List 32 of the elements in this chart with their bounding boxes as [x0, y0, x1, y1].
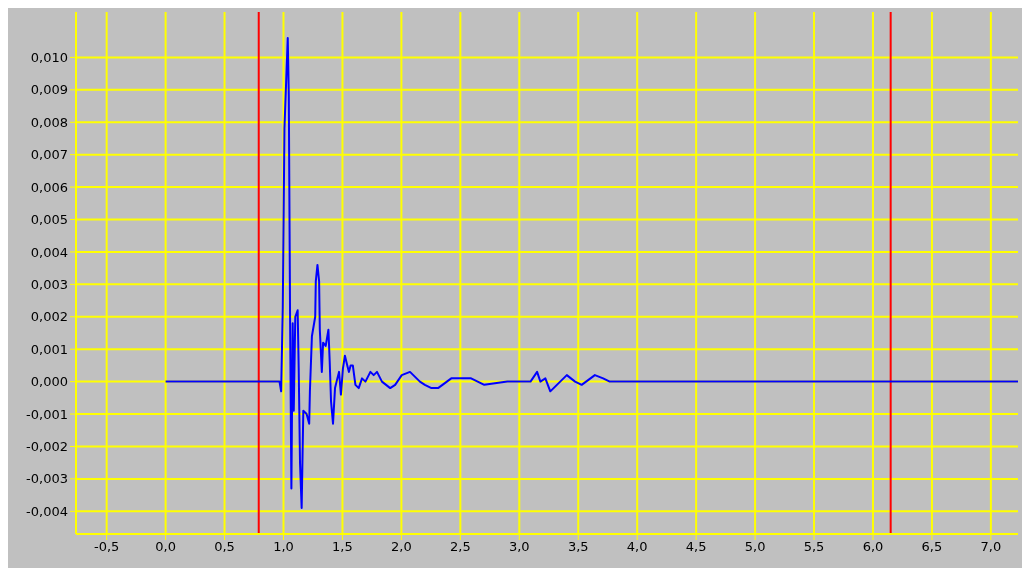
- x-tick-label: 6,5: [921, 539, 943, 555]
- x-tick-label: 1,0: [273, 539, 294, 555]
- y-tick-label: -0,001: [26, 406, 68, 422]
- x-tick-label: 7,0: [980, 539, 1002, 555]
- x-tick-label: 0,0: [155, 539, 176, 555]
- y-tick-label: 0,004: [30, 244, 68, 260]
- x-tick-label: 6,0: [862, 539, 884, 555]
- y-tick-label: 0,000: [30, 374, 68, 390]
- y-tick-label: 0,006: [30, 179, 68, 195]
- y-tick-label: 0,003: [30, 276, 68, 292]
- x-tick-label: -0,5: [93, 539, 120, 555]
- x-tick-label: 5,0: [744, 539, 766, 555]
- x-tick-label: 0,5: [214, 539, 235, 555]
- x-tick-label: 3,0: [508, 539, 530, 555]
- x-tick-label: 1,5: [332, 539, 353, 555]
- y-tick-label: 0,008: [30, 114, 68, 130]
- y-tick-label: -0,003: [26, 471, 68, 487]
- x-tick-label: 3,5: [567, 539, 589, 555]
- y-tick-label: 0,001: [30, 341, 68, 357]
- x-tick-label: 2,0: [391, 539, 412, 555]
- line-series: [164, 36, 1018, 510]
- y-tick-label: 0,005: [30, 212, 68, 228]
- y-tick-label: 0,002: [30, 309, 68, 325]
- x-tick-label: 2,5: [450, 539, 471, 555]
- y-tick-label: 0,007: [30, 147, 68, 163]
- y-tick-label: 0,010: [30, 50, 68, 66]
- y-tick-label: 0,009: [30, 82, 68, 98]
- x-tick-label: 5,5: [803, 539, 825, 555]
- x-tick-label: 4,5: [685, 539, 707, 555]
- y-tick-label: -0,004: [26, 503, 68, 519]
- x-tick-label: 4,0: [626, 539, 648, 555]
- y-tick-label: -0,002: [26, 439, 68, 455]
